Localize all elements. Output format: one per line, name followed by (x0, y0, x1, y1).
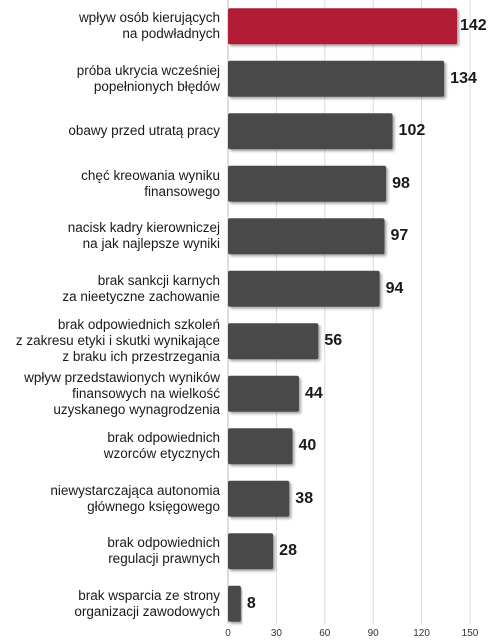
bar (228, 165, 387, 202)
bar (228, 323, 319, 360)
bar (228, 8, 458, 45)
x-tick-label: 30 (270, 628, 282, 639)
category-label: chęć kreowania wyniku finansowego (81, 167, 220, 199)
bar-value-label: 38 (295, 489, 314, 507)
category-label: nacisk kadry kierowniczej na jak najleps… (67, 220, 220, 252)
bar-value-label: 28 (279, 542, 297, 560)
x-tick-label: 90 (367, 628, 379, 639)
bar-value-label: 8 (246, 594, 256, 612)
bar-value-label: 102 (398, 122, 426, 140)
bar (228, 375, 299, 412)
bar-value-label: 40 (298, 437, 317, 455)
bar (228, 113, 393, 150)
category-label: brak odpowiednich szkoleń z zakresu etyk… (15, 317, 220, 365)
category-label: niewystarczająca autonomia głównego księ… (50, 482, 220, 514)
bar (228, 218, 385, 255)
x-tick-label: 0 (225, 628, 231, 639)
bar (228, 533, 274, 570)
category-label: brak wsparcia ze strony organizacji zawo… (74, 587, 220, 619)
bar (228, 60, 445, 97)
x-tick-label: 60 (319, 628, 331, 639)
category-label: brak sankcji karnych za nieetyczne zacho… (62, 272, 220, 304)
category-label: brak odpowiednich regulacji prawnych (107, 535, 220, 567)
category-label: próba ukrycia wcześniej popełnionych błę… (76, 62, 220, 94)
bar-value-label: 98 (392, 174, 410, 192)
category-label: brak odpowiednich wzorców etycznych (103, 430, 220, 462)
x-tick-label: 150 (461, 628, 479, 639)
bar-value-label: 56 (324, 332, 343, 350)
category-label: obawy przed utratą pracy (68, 123, 220, 139)
x-tick-label: 120 (413, 628, 430, 639)
bar-value-label: 134 (450, 69, 477, 87)
bar (228, 428, 293, 465)
bar (228, 270, 380, 307)
bar (228, 585, 241, 622)
bar (228, 480, 290, 517)
bar-value-label: 142 (460, 17, 487, 35)
bar-value-label: 44 (304, 384, 323, 402)
bar-value-label: 97 (390, 227, 409, 245)
bar-value-label: 94 (385, 279, 404, 297)
category-label: wpływ osób kierujących na podwładnych (78, 10, 220, 42)
category-label: wpływ przedstawionych wyników finansowyc… (24, 369, 220, 417)
